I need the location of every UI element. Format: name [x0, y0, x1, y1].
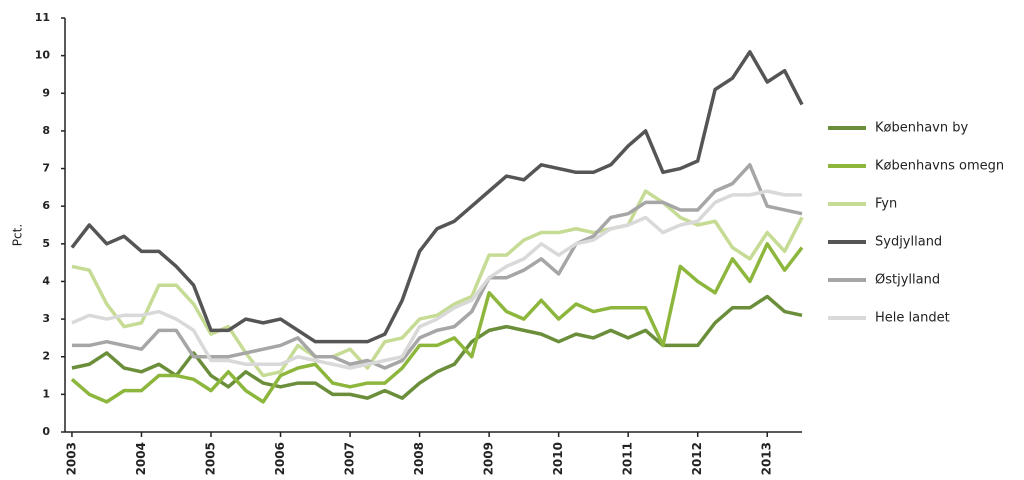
x-tick-label: 2011 [621, 442, 635, 475]
x-tick-label: 2012 [690, 442, 704, 475]
y-tick-label: 4 [42, 274, 50, 287]
series-line [70, 50, 804, 344]
x-tick-label: 2003 [64, 442, 78, 475]
y-tick-label: 6 [42, 199, 50, 212]
x-tick-label: 2006 [273, 442, 287, 475]
legend-label: Fyn [875, 197, 897, 212]
y-tick-label: 7 [42, 162, 50, 175]
y-tick-label: 8 [42, 124, 50, 137]
y-axis-label: Pct. [11, 224, 25, 246]
x-tick-label: 2005 [204, 442, 218, 475]
series-line [71, 189, 804, 378]
legend-label: Sydjylland [875, 235, 942, 250]
x-tick-label: 2007 [343, 442, 357, 475]
y-tick-label: 9 [42, 86, 50, 99]
y-tick-label: 5 [42, 237, 50, 250]
x-tick-label: 2010 [551, 442, 565, 475]
series-line [70, 242, 804, 404]
y-tick-label: 10 [35, 49, 51, 62]
y-tick-label: 3 [42, 312, 50, 325]
legend-label: Københavns omegn [875, 159, 1004, 174]
x-tick-label: 2008 [412, 442, 426, 475]
series-line [71, 163, 803, 370]
series-line [71, 294, 803, 400]
legend-label: Østjylland [875, 273, 940, 288]
series-line [71, 189, 802, 370]
y-tick-label: 1 [42, 387, 50, 400]
legend-label: København by [875, 121, 968, 136]
y-tick-label: 0 [42, 425, 50, 438]
x-tick-label: 2004 [134, 442, 148, 475]
x-tick-label: 2009 [482, 442, 496, 475]
y-tick-label: 2 [42, 350, 50, 363]
x-tick-label: 2013 [760, 442, 774, 475]
legend-label: Hele landet [875, 311, 950, 326]
y-tick-label: 11 [35, 11, 50, 24]
